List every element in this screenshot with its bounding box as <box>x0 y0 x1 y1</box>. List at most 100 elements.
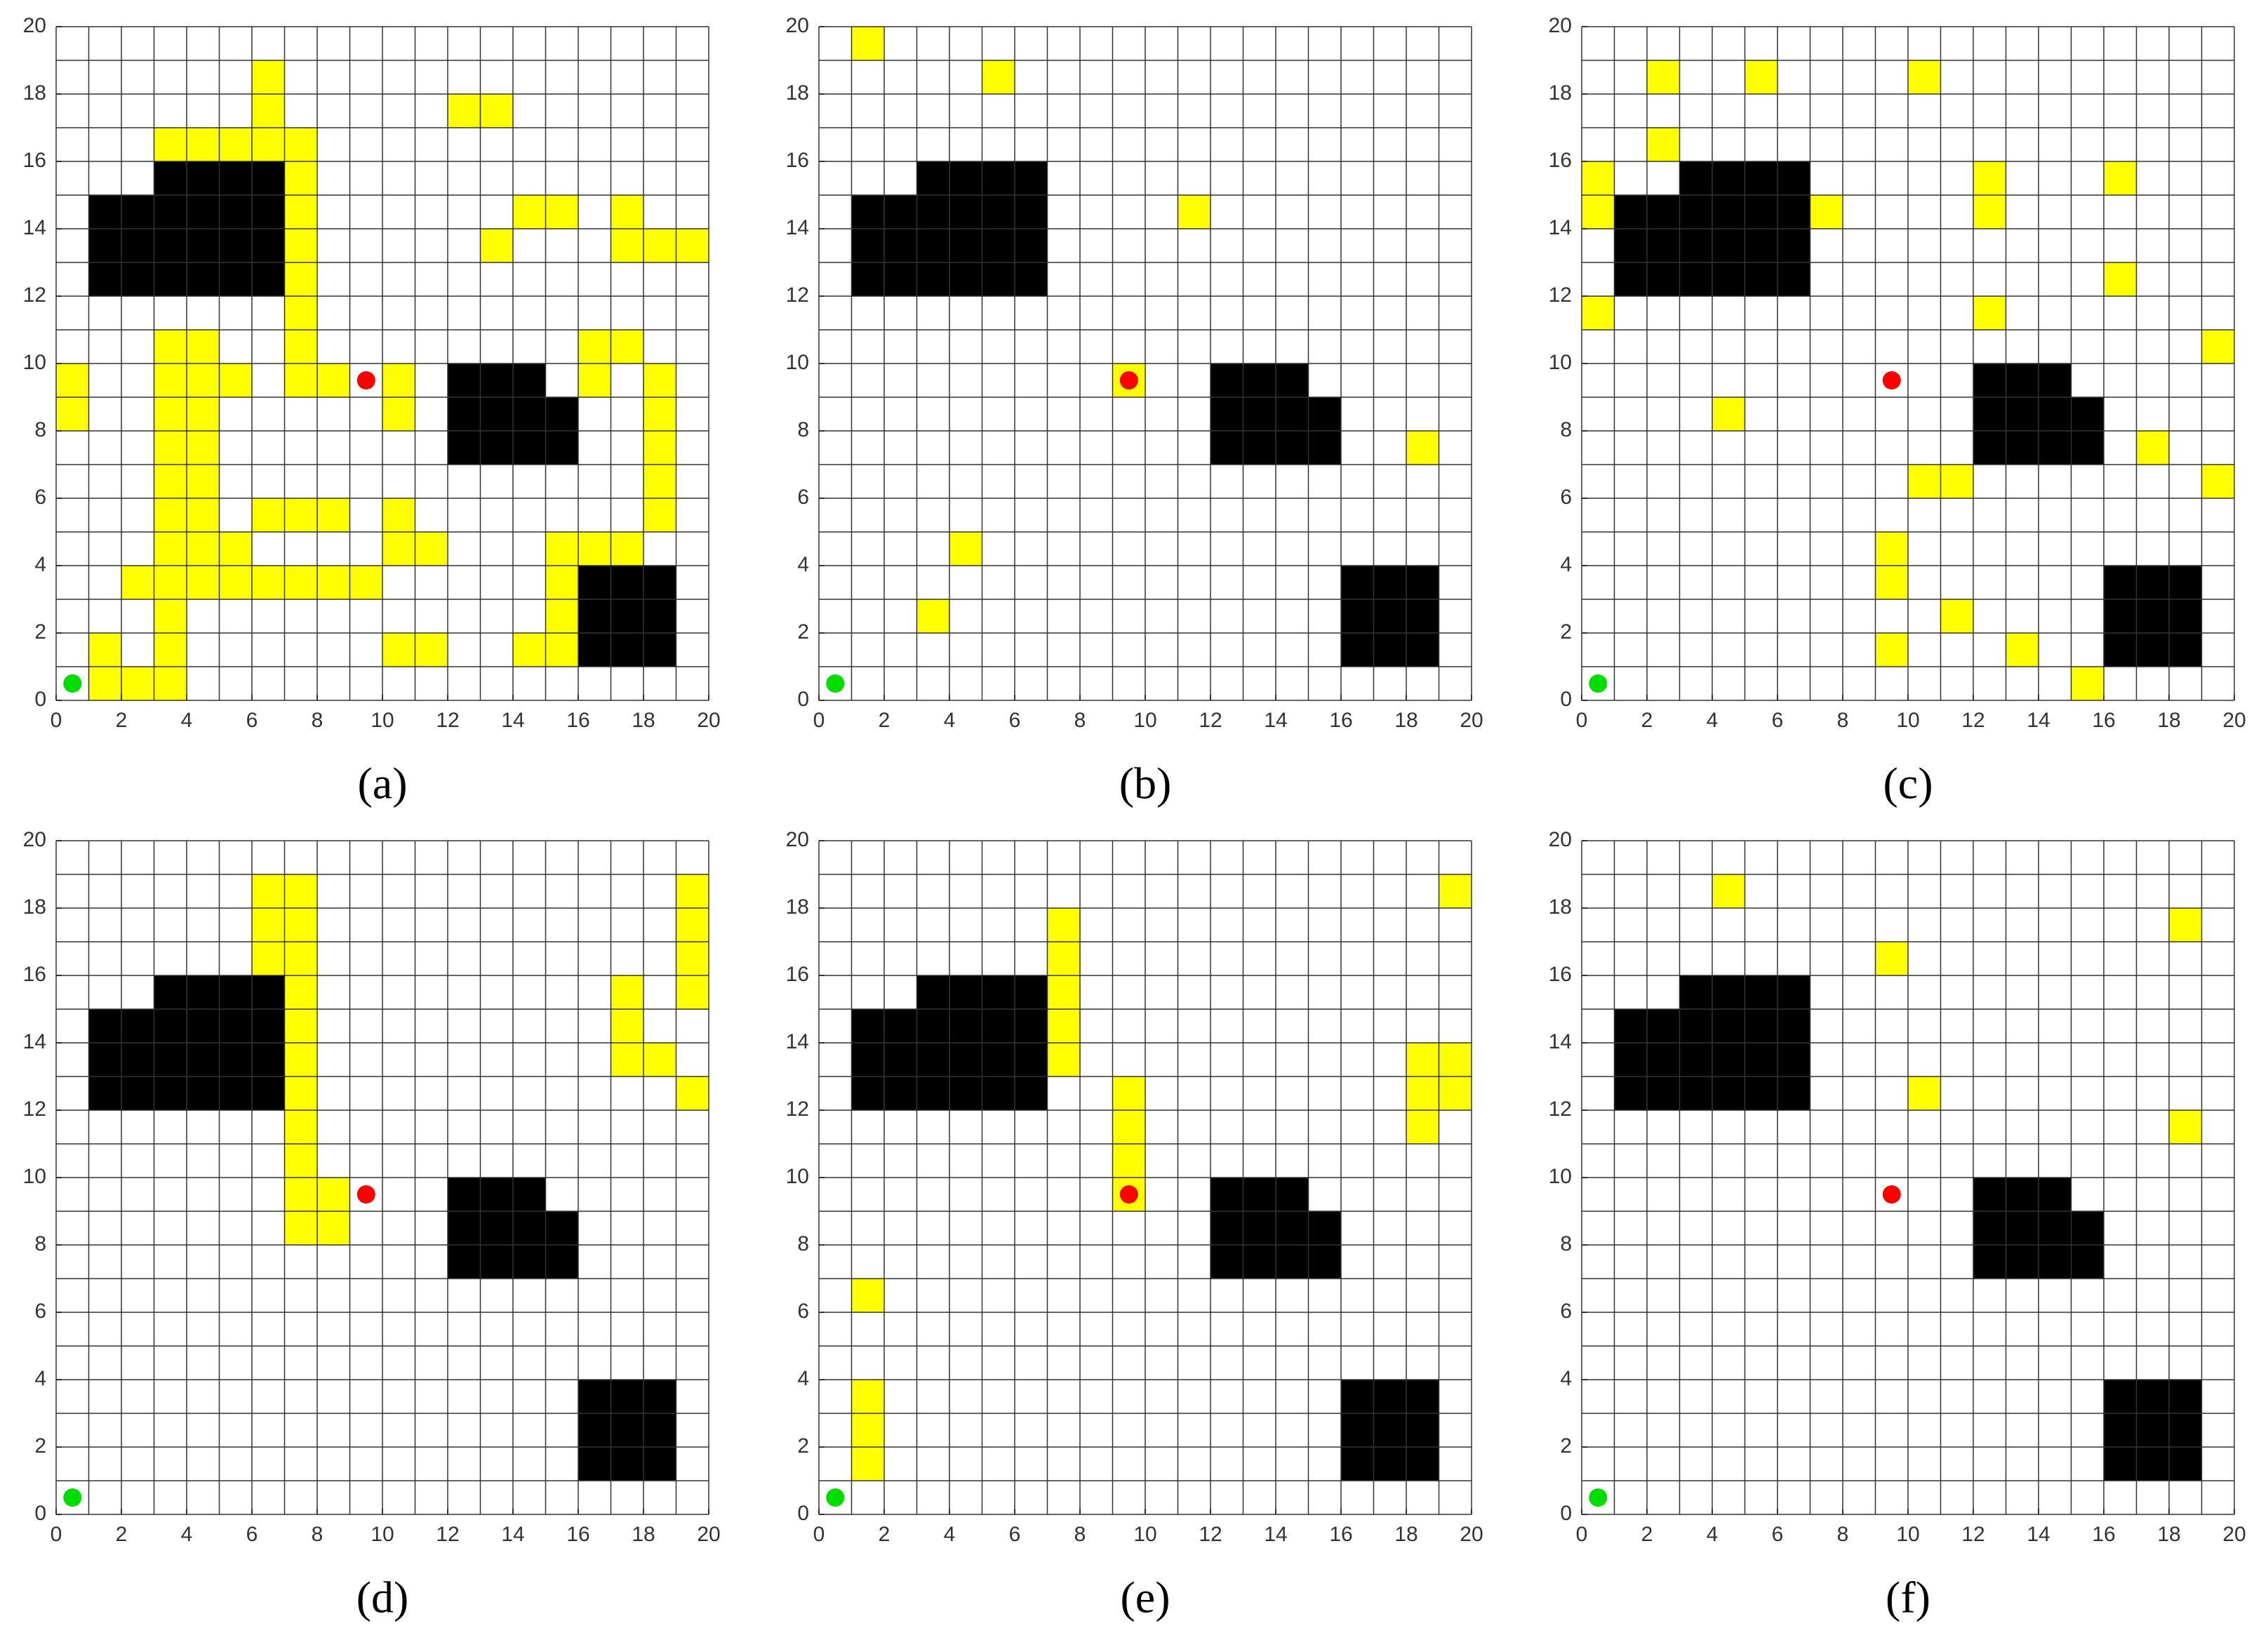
overlap-cell <box>1712 397 1745 431</box>
overlap-cell <box>2201 330 2234 364</box>
overlap-cell <box>284 262 317 296</box>
y-tick-label: 16 <box>1549 149 1572 172</box>
overlap-cell <box>219 364 252 397</box>
overlap-cell <box>1973 296 2006 330</box>
y-tick-label: 12 <box>23 1098 46 1121</box>
start-point <box>63 1488 82 1507</box>
x-tick-label: 6 <box>1772 1523 1784 1546</box>
panel: 0 2 4 6 8 10 12 14 16 18 20 0 2 4 6 8 10 12 14 16 18 20 (e) <box>786 828 1483 1622</box>
x-tick-label: 8 <box>312 709 323 732</box>
overlap-cell <box>676 874 709 908</box>
y-tick-label: 10 <box>786 1165 809 1188</box>
start-point <box>826 674 845 693</box>
y-tick-label: 2 <box>1560 1434 1572 1458</box>
y-tick-label: 12 <box>1549 1098 1572 1121</box>
overlap-cell <box>284 1043 317 1077</box>
overlap-cell <box>1439 1043 1472 1077</box>
y-tick-label: 14 <box>1549 1030 1572 1053</box>
x-tick-label: 6 <box>1772 709 1784 732</box>
overlap-cell <box>578 364 611 397</box>
x-tick-label: 16 <box>566 1523 589 1546</box>
overlap-cell <box>317 566 350 599</box>
overlap-cell <box>1908 1077 1941 1110</box>
panel: 0 2 4 6 8 10 12 14 16 18 20 0 2 4 6 8 10 12 14 16 18 20 (c) <box>1549 14 2246 808</box>
overlap-cell <box>1406 1110 1439 1144</box>
overlap-cell <box>643 431 676 465</box>
overlap-cell <box>611 975 643 1009</box>
overlap-cell <box>154 330 187 364</box>
overlap-cell <box>382 633 415 667</box>
y-tick-label: 18 <box>786 81 809 105</box>
x-tick-label: 20 <box>697 709 720 732</box>
obstacle <box>1973 364 2072 397</box>
overlap-cell <box>154 498 187 532</box>
overlap-cell <box>284 1144 317 1178</box>
y-tick-label: 4 <box>797 1367 809 1390</box>
overlap-cell <box>317 1211 350 1245</box>
overlap-cell <box>611 195 643 229</box>
overlap-cell <box>1047 975 1080 1009</box>
y-tick-label: 4 <box>1560 1367 1572 1390</box>
overlap-cell <box>1810 195 1843 229</box>
overlap-cell <box>1875 532 1908 566</box>
y-tick-label: 8 <box>34 418 46 441</box>
overlap-cell <box>284 942 317 975</box>
y-tick-label: 0 <box>1560 1502 1572 1525</box>
x-tick-label: 18 <box>2157 1523 2180 1546</box>
overlap-cell <box>284 1211 317 1245</box>
y-tick-label: 6 <box>797 1300 809 1323</box>
x-tick-label: 12 <box>1961 1523 1984 1546</box>
overlap-cell <box>284 1009 317 1043</box>
x-tick-label: 18 <box>1394 709 1418 732</box>
x-tick-label: 10 <box>1896 1523 1919 1546</box>
overlap-cell <box>1047 1009 1080 1043</box>
overlap-cell <box>480 94 513 128</box>
start-point <box>1589 674 1608 693</box>
panel-label: (f) <box>1886 1573 1930 1622</box>
x-tick-label: 20 <box>2222 1523 2246 1546</box>
overlap-cell <box>187 532 220 566</box>
overlap-cell <box>56 364 89 397</box>
y-tick-label: 18 <box>1549 81 1572 105</box>
x-tick-label: 8 <box>1074 1523 1086 1546</box>
y-tick-label: 4 <box>797 553 809 576</box>
x-tick-label: 12 <box>1961 709 1984 732</box>
y-tick-label: 14 <box>23 216 46 239</box>
overlap-cell <box>2201 465 2234 498</box>
obstacle <box>578 566 676 667</box>
overlap-cell <box>284 566 317 599</box>
overlap-cell <box>513 195 546 229</box>
y-tick-label: 20 <box>1549 828 1572 851</box>
x-tick-label: 14 <box>1264 709 1287 732</box>
overlap-cell <box>349 566 382 599</box>
x-tick-label: 10 <box>371 709 394 732</box>
overlap-cell <box>611 1043 643 1077</box>
overlap-cell <box>284 330 317 364</box>
overlap-cell <box>1406 431 1439 465</box>
overlap-cell <box>415 532 448 566</box>
overlap-cell <box>154 397 187 431</box>
overlap-cell <box>480 229 513 262</box>
overlap-cell <box>545 195 578 229</box>
overlap-cell <box>252 566 285 599</box>
x-tick-label: 20 <box>1460 1523 1483 1546</box>
overlap-cell <box>1112 1110 1145 1144</box>
y-tick-label: 8 <box>1560 418 1572 441</box>
panel: 0 2 4 6 8 10 12 14 16 18 20 0 2 4 6 8 10 12 14 16 18 20 (d) <box>23 828 721 1622</box>
x-tick-label: 6 <box>1009 709 1021 732</box>
overlap-cell <box>187 431 220 465</box>
overlap-cell <box>676 942 709 975</box>
overlap-cell <box>611 1009 643 1043</box>
y-tick-label: 6 <box>34 1300 46 1323</box>
overlap-cell <box>1047 908 1080 942</box>
y-tick-label: 2 <box>1560 620 1572 644</box>
x-tick-label: 8 <box>312 1523 323 1546</box>
overlap-cell <box>382 532 415 566</box>
overlap-cell <box>1908 465 1941 498</box>
overlap-cell <box>851 1279 884 1312</box>
overlap-cell <box>252 874 285 908</box>
overlap-cell <box>1940 599 1973 633</box>
overlap-cell <box>1875 942 1908 975</box>
y-tick-label: 2 <box>34 620 46 644</box>
y-tick-label: 8 <box>797 418 809 441</box>
